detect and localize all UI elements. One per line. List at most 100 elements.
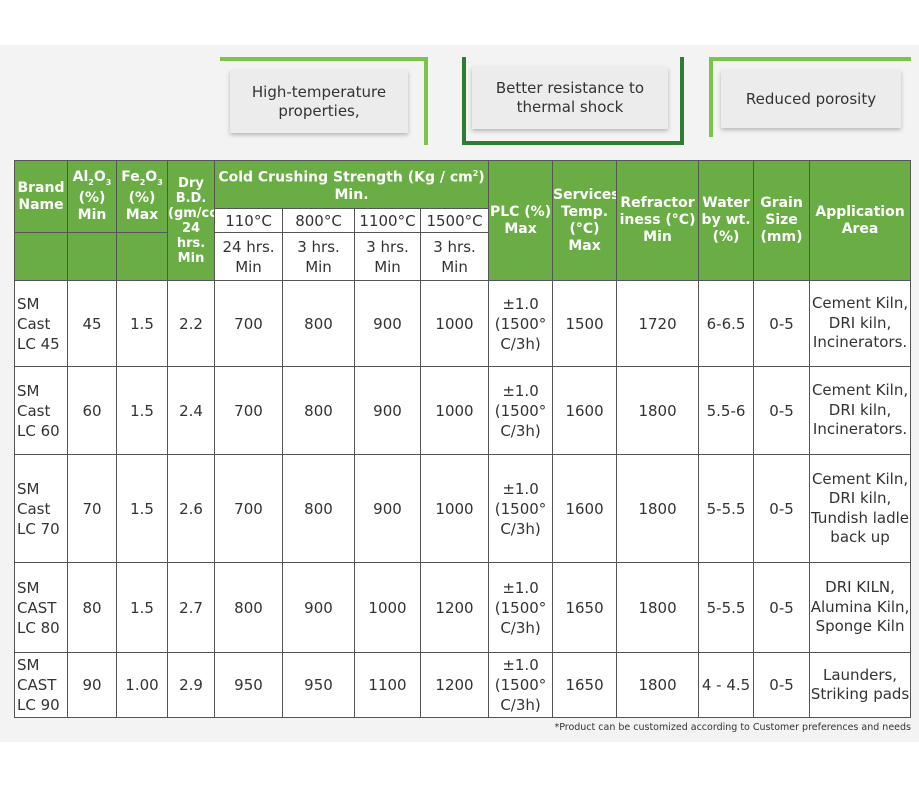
cell-application: Cement Kiln, DRI kiln, Tundish ladle bac… (809, 454, 912, 563)
header-temp-800: 800°C (282, 208, 355, 233)
header-cold-crushing-strength: Cold Crushing Strength (Kg / cm2) Min. (213, 160, 490, 209)
header-temp-110: 110°C (214, 208, 283, 233)
feature-label: High-temperature properties, (230, 70, 408, 133)
header-brand-name: Brand Name (14, 160, 68, 233)
cell-grain-size: 0-5 (753, 366, 811, 455)
cell-water: 6-6.5 (698, 280, 755, 367)
cell-refractoriness: 1800 (616, 652, 700, 718)
cell-ccs-1100: 900 (354, 280, 421, 367)
cell-application: DRI KILN, Alumina Kiln, Sponge Kiln (809, 562, 912, 653)
cell-brand: SM Cast LC 70 (14, 454, 68, 563)
cell-refractoriness: 1720 (616, 280, 700, 367)
cell-ccs-110: 700 (214, 366, 283, 455)
cell-ccs-110: 800 (214, 562, 283, 653)
header-application-area: Application Area (809, 160, 912, 281)
header-duration-1100: 3 hrs. Min (354, 232, 421, 281)
cell-al2o3: 90 (67, 652, 117, 718)
cell-application: Launders, Striking pads (809, 652, 912, 718)
cell-ccs-110: 950 (214, 652, 283, 718)
cell-ccs-1500: 1200 (419, 562, 490, 653)
cell-fe2o3: 1.5 (116, 454, 168, 563)
header-filler (67, 232, 117, 281)
table-row: SM Cast LC 60 60 1.5 2.4 700 800 900 100… (14, 366, 912, 455)
feature-card-porosity: Reduced porosity (709, 57, 911, 137)
cell-dry-bd: 2.4 (167, 366, 215, 455)
header-duration-800: 3 hrs. Min (282, 232, 355, 281)
header-fe2o3: Fe2O3 (%) Max (116, 160, 168, 233)
cell-al2o3: 45 (67, 280, 117, 367)
cell-service-temp: 1600 (552, 366, 618, 455)
cell-grain-size: 0-5 (753, 652, 811, 718)
cell-refractoriness: 1800 (616, 562, 700, 653)
header-filler (116, 232, 168, 281)
cell-application: Cement Kiln, DRI kiln, Incinerators. (809, 366, 912, 455)
header-refractoriness: Refractor iness (°C) Min (616, 160, 700, 281)
cell-service-temp: 1650 (552, 652, 618, 718)
cell-brand: SM CAST LC 80 (14, 562, 68, 653)
header-dry-bd: Dry B.D. (gm/cc) 24 hrs. Min (167, 160, 215, 281)
cell-water: 5.5-6 (698, 366, 755, 455)
cell-ccs-1100: 900 (354, 366, 421, 455)
cell-ccs-800: 800 (282, 280, 355, 367)
cell-ccs-1100: 1100 (354, 652, 421, 718)
cell-grain-size: 0-5 (753, 454, 811, 563)
product-spec-table: Brand Name Al2O3 (%) Min Fe2O3 (%) Max Dry… (14, 160, 912, 718)
feature-label: Reduced porosity (721, 70, 901, 128)
cell-ccs-1500: 1000 (419, 454, 490, 563)
header-duration-110: 24 hrs. Min (214, 232, 283, 281)
table-row: SM CAST LC 90 90 1.00 2.9 950 950 1100 1… (14, 652, 912, 718)
cell-plc: ±1.0 (1500° C/3h) (488, 562, 554, 653)
cell-ccs-110: 700 (214, 454, 283, 563)
table-row: SM Cast LC 45 45 1.5 2.2 700 800 900 100… (14, 280, 912, 367)
cell-ccs-800: 950 (282, 652, 355, 718)
cell-dry-bd: 2.7 (167, 562, 215, 653)
cell-water: 4 - 4.5 (698, 652, 755, 718)
feature-card-thermal-shock: Better resistance to thermal shock (462, 57, 684, 145)
cell-dry-bd: 2.6 (167, 454, 215, 563)
cell-ccs-800: 900 (282, 562, 355, 653)
cell-ccs-800: 800 (282, 454, 355, 563)
footnote: *Product can be customized according to … (554, 722, 911, 733)
header-grain-size: Grain Size (mm) (753, 160, 811, 281)
cell-ccs-1500: 1000 (419, 366, 490, 455)
cell-ccs-110: 700 (214, 280, 283, 367)
cell-water: 5-5.5 (698, 454, 755, 563)
cell-brand: SM Cast LC 45 (14, 280, 68, 367)
table-row: SM CAST LC 80 80 1.5 2.7 800 900 1000 12… (14, 562, 912, 653)
header-temp-1100: 1100°C (354, 208, 421, 233)
cell-water: 5-5.5 (698, 562, 755, 653)
feature-label: Better resistance to thermal shock (472, 67, 668, 129)
header-filler (14, 232, 68, 281)
cell-plc: ±1.0 (1500° C/3h) (488, 366, 554, 455)
cell-fe2o3: 1.5 (116, 280, 168, 367)
cell-al2o3: 70 (67, 454, 117, 563)
cell-fe2o3: 1.00 (116, 652, 168, 718)
table-row: SM Cast LC 70 70 1.5 2.6 700 800 900 100… (14, 454, 912, 563)
cell-fe2o3: 1.5 (116, 366, 168, 455)
cell-plc: ±1.0 (1500° C/3h) (488, 454, 554, 563)
cell-fe2o3: 1.5 (116, 562, 168, 653)
cell-grain-size: 0-5 (753, 280, 811, 367)
cell-plc: ±1.0 (1500° C/3h) (488, 280, 554, 367)
cell-service-temp: 1500 (552, 280, 618, 367)
header-duration-1500: 3 hrs. Min (419, 232, 490, 281)
cell-ccs-800: 800 (282, 366, 355, 455)
cell-service-temp: 1600 (552, 454, 618, 563)
cell-ccs-1100: 1000 (354, 562, 421, 653)
cell-dry-bd: 2.2 (167, 280, 215, 367)
header-al2o3: Al2O3 (%) Min (67, 160, 117, 233)
cell-dry-bd: 2.9 (167, 652, 215, 718)
feature-card-high-temperature: High-temperature properties, (220, 57, 428, 145)
header-services-temp: Services Temp. (°C) Max (552, 160, 618, 281)
cell-brand: SM CAST LC 90 (14, 652, 68, 718)
cell-service-temp: 1650 (552, 562, 618, 653)
cell-plc: ±1.0 (1500° C/3h) (488, 652, 554, 718)
cell-refractoriness: 1800 (616, 454, 700, 563)
header-temp-1500: 1500°C (419, 208, 490, 233)
cell-ccs-1500: 1000 (419, 280, 490, 367)
cell-ccs-1500: 1200 (419, 652, 490, 718)
header-water: Water by wt. (%) (698, 160, 755, 281)
cell-brand: SM Cast LC 60 (14, 366, 68, 455)
header-plc: PLC (%) Max (488, 160, 554, 281)
cell-ccs-1100: 900 (354, 454, 421, 563)
